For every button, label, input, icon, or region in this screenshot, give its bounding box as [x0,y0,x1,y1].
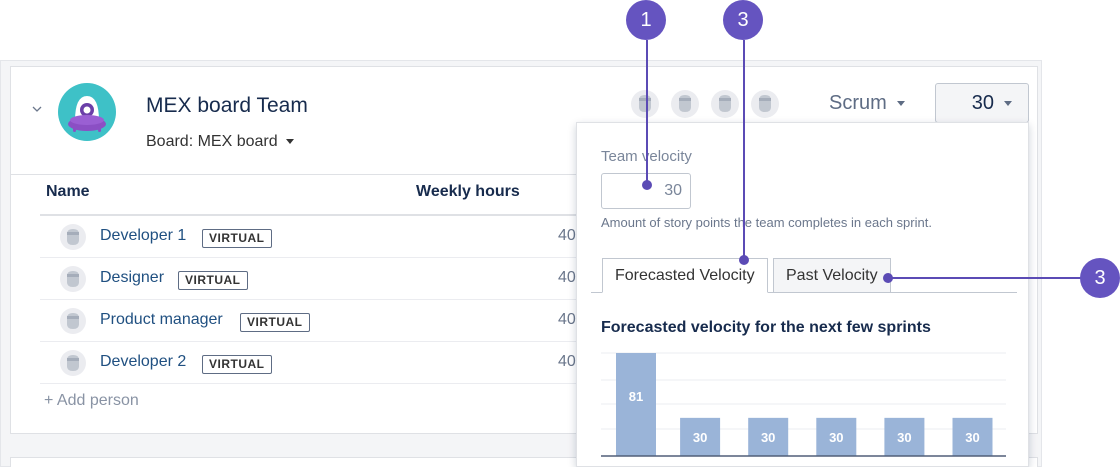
team-avatar-icon [58,83,116,141]
person-name-link[interactable]: Developer 2 [100,353,187,370]
column-header-hours[interactable]: Weekly hours [416,183,520,200]
callout-dot [642,180,652,190]
chart-data-label: 30 [965,430,979,445]
chart-data-label: 30 [693,430,707,445]
table-row: Product manager VIRTUAL 40 [40,300,577,342]
callout-line [646,40,648,185]
table-header-divider [40,214,577,216]
person-hours[interactable]: 40 [558,269,576,286]
team-name: MEX board Team [146,94,308,117]
next-team-card [10,457,1038,467]
chevron-down-icon[interactable] [31,103,43,115]
callout-line [887,277,1083,279]
chart-data-label: 81 [629,389,643,404]
column-header-name[interactable]: Name [46,183,90,200]
member-avatar-icon[interactable] [711,90,739,118]
chart-data-label: 30 [761,430,775,445]
caret-down-icon [896,101,905,107]
chart-data-label: 30 [897,430,911,445]
caret-down-icon [1004,101,1012,107]
callout-dot [883,273,893,283]
member-avatar-icon[interactable] [671,90,699,118]
tab-past-velocity[interactable]: Past Velocity [773,258,891,293]
chart-bar [816,417,857,456]
member-avatar-icon[interactable] [751,90,779,118]
team-velocity-help: Amount of story points the team complete… [601,215,932,230]
callout-dot [739,255,749,265]
person-hours[interactable]: 40 [558,311,576,328]
forecast-velocity-chart: 81 30 30 30 30 30 [601,352,1006,457]
board-selector[interactable]: Board: MEX board [146,133,294,151]
chart-data-label: 30 [829,430,843,445]
tab-forecasted-velocity[interactable]: Forecasted Velocity [602,258,768,293]
callout-marker: 3 [1080,258,1120,298]
velocity-popup: Team velocity 30 Amount of story points … [576,122,1029,467]
person-avatar-icon [60,308,86,334]
velocity-select-value: 30 [971,92,994,114]
chart-bar [748,417,789,456]
chart-bar [884,417,925,456]
velocity-select[interactable]: 30 [935,83,1029,123]
chart-bar [616,353,656,456]
member-avatar-icon[interactable] [631,90,659,118]
member-avatars [631,90,791,118]
person-name-link[interactable]: Product manager [100,311,223,328]
method-select-label: Scrum [829,92,887,114]
board-selector-label: Board: MEX board [146,133,278,150]
person-avatar-icon [60,266,86,292]
method-select[interactable]: Scrum [829,92,905,115]
chart-bar [952,417,993,456]
header-divider [11,174,577,175]
chart-bar [680,417,721,456]
table-row: Developer 2 VIRTUAL 40 [40,342,577,384]
person-avatar-icon [60,224,86,250]
person-avatar-icon [60,350,86,376]
virtual-badge: VIRTUAL [202,355,272,374]
virtual-badge: VIRTUAL [178,271,248,290]
person-name-link[interactable]: Designer [100,269,165,286]
virtual-badge: VIRTUAL [240,313,310,332]
person-hours[interactable]: 40 [558,227,576,244]
table-row: Developer 1 VIRTUAL 40 [40,216,577,258]
add-person-link[interactable]: + Add person [44,392,139,409]
callout-marker: 3 [723,0,763,40]
virtual-badge: VIRTUAL [202,229,272,248]
person-name-link[interactable]: Developer 1 [100,227,187,244]
callout-marker: 1 [626,0,666,40]
callout-line [743,40,745,258]
caret-down-icon [285,139,294,145]
table-row: Designer VIRTUAL 40 [40,258,577,300]
person-hours[interactable]: 40 [558,353,576,370]
chart-title: Forecasted velocity for the next few spr… [601,319,931,336]
